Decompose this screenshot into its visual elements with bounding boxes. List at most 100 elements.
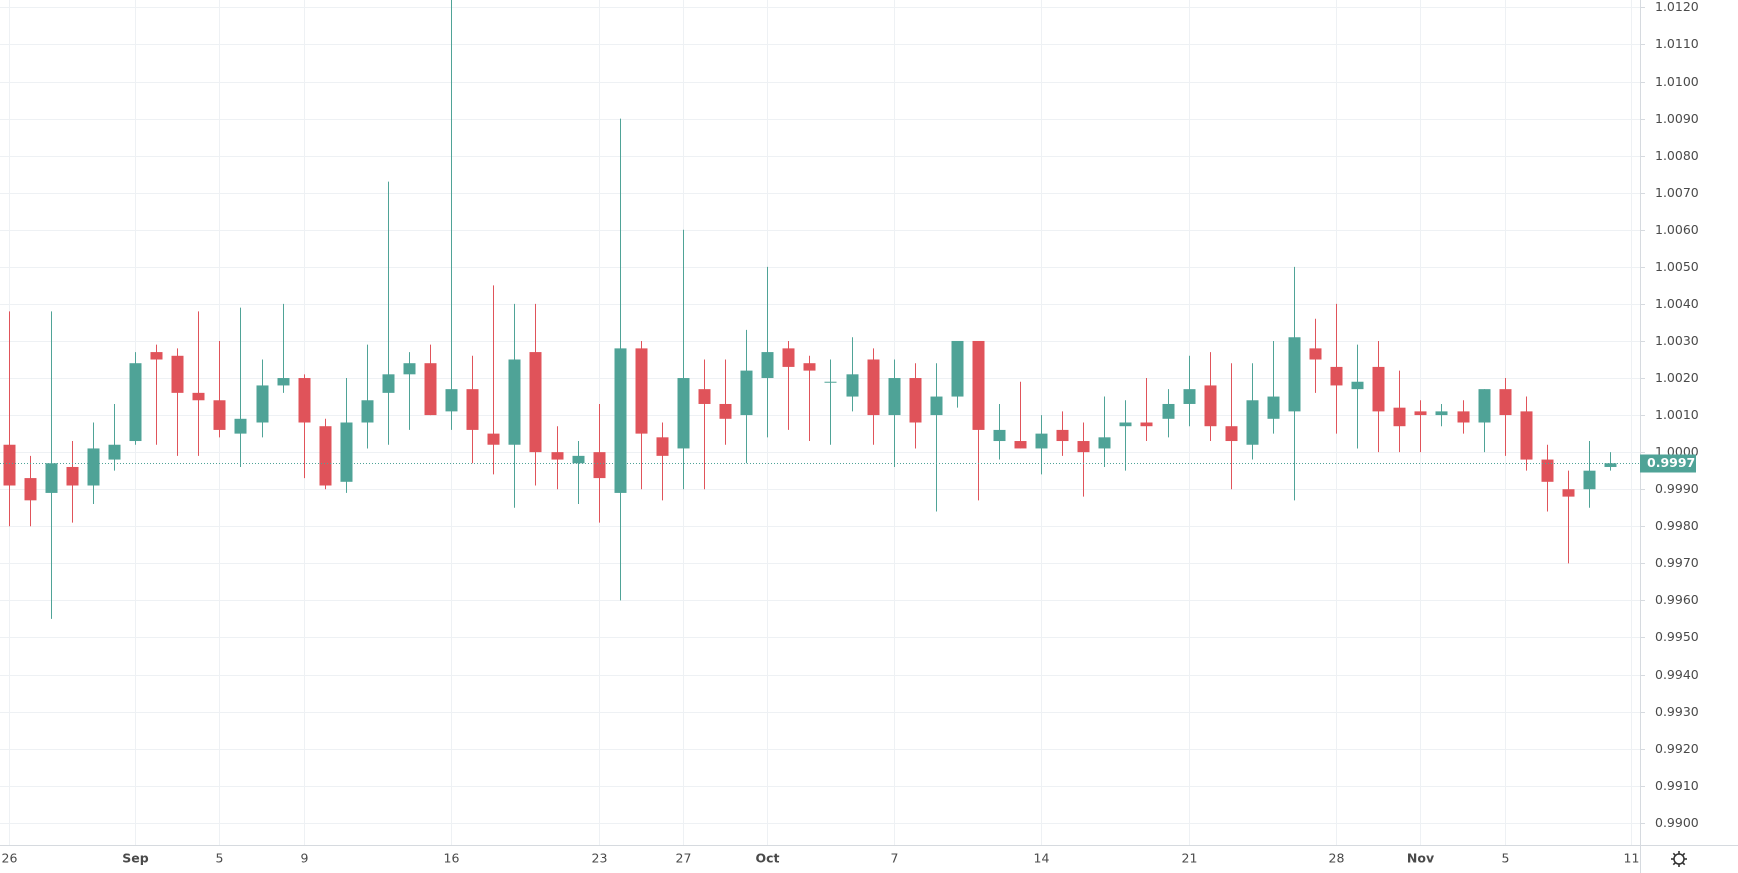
candle-body (298, 378, 311, 423)
y-tick-label: 1.0100 (1655, 74, 1699, 89)
candle-body (1541, 459, 1554, 482)
x-tick-label: 5 (216, 851, 224, 866)
x-tick-label: 23 (592, 851, 608, 866)
settings-button[interactable] (1671, 851, 1687, 867)
candle-body (171, 355, 184, 393)
y-tick-label: 0.9970 (1655, 555, 1699, 570)
candle-body (45, 463, 58, 493)
candle-body (951, 340, 964, 397)
y-tick-label: 0.9930 (1655, 704, 1699, 719)
x-tick-label: 27 (676, 851, 692, 866)
candle-body (635, 348, 648, 434)
candle-body (1288, 337, 1301, 412)
candle-body (424, 363, 437, 416)
candle-body (1457, 411, 1470, 423)
y-tick-label: 1.0080 (1655, 148, 1699, 163)
x-tick-label: 9 (301, 851, 309, 866)
candle-body (256, 385, 269, 423)
candle-body (1309, 348, 1322, 360)
candle-body (1499, 389, 1512, 416)
y-tick-label: 0.9900 (1655, 815, 1699, 830)
y-tick-label: 1.0030 (1655, 333, 1699, 348)
last-price-tag (1640, 454, 1696, 473)
candle-body (66, 466, 79, 486)
y-tick-label: 1.0050 (1655, 259, 1699, 274)
candle-body (698, 389, 711, 404)
time-axis: 26 Sep 5 9 16 23 27 Oct 7 14 21 28 Nov 5 11 (2, 851, 1640, 866)
y-tick-label: 0.9950 (1655, 629, 1699, 644)
candle-body (1077, 441, 1090, 453)
candle-body (382, 374, 395, 393)
candle-body (782, 348, 795, 367)
candle-body (930, 396, 943, 416)
candle-body (1414, 411, 1427, 416)
candle-body (1035, 433, 1048, 449)
y-tick-label: 1.0040 (1655, 296, 1699, 311)
x-tick-label: Oct (755, 851, 779, 866)
x-tick-label: 14 (1034, 851, 1050, 866)
x-tick-label: 28 (1329, 851, 1345, 866)
y-tick-label: 1.0010 (1655, 407, 1699, 422)
candle-body (824, 381, 837, 383)
candle-body (1183, 389, 1196, 404)
candle-body (24, 478, 37, 501)
candle-body (1098, 437, 1111, 449)
candle-body (551, 452, 564, 460)
candle-body (1478, 389, 1491, 423)
x-tick-label: 7 (891, 851, 899, 866)
gear-teeth (1671, 851, 1687, 867)
y-tick-label: 1.0120 (1655, 0, 1699, 14)
candle-body (129, 363, 142, 442)
candle-body (150, 352, 163, 360)
candle-body (361, 400, 374, 423)
candle-body (277, 378, 290, 386)
candle-body (108, 444, 121, 460)
y-tick-label: 0.9990 (1655, 481, 1699, 496)
candle-body (234, 418, 247, 434)
y-tick-label: 0.9980 (1655, 518, 1699, 533)
x-tick-label: 16 (444, 851, 460, 866)
candle-body (761, 352, 774, 379)
candle-body (508, 359, 521, 445)
candle-body (1604, 463, 1617, 467)
last-price-label: 0.9997 (1647, 455, 1695, 470)
candle-body (529, 352, 542, 453)
candle-body (1330, 366, 1343, 386)
y-tick-label: 0.9920 (1655, 741, 1699, 756)
candle-body (1351, 381, 1364, 390)
candle-body (993, 429, 1006, 442)
candle-body (1267, 396, 1280, 419)
candle-body (1372, 366, 1385, 412)
candles (3, 0, 1617, 619)
y-tick-label: 1.0090 (1655, 111, 1699, 126)
x-tick-label: 21 (1182, 851, 1198, 866)
candle-body (656, 437, 669, 456)
candle-body (846, 374, 859, 397)
candle-body (466, 389, 479, 430)
candle-body (1162, 403, 1175, 419)
y-tick-label: 0.9960 (1655, 592, 1699, 607)
y-tick-label: 1.0070 (1655, 185, 1699, 200)
candle-body (1393, 407, 1406, 427)
candle-body (213, 400, 226, 430)
candle-body (740, 370, 753, 416)
candle-body (1056, 429, 1069, 442)
candle-body (909, 378, 922, 423)
x-tick-label: Sep (122, 851, 148, 866)
candle-body (487, 433, 500, 445)
candle-body (1119, 422, 1132, 427)
candle-body (614, 348, 627, 493)
candle-body (572, 455, 585, 464)
x-tick-label: 26 (2, 851, 18, 866)
candle-body (677, 378, 690, 449)
candle-body (1520, 411, 1533, 460)
candle-body (1435, 411, 1448, 416)
y-tick-label: 0.9940 (1655, 667, 1699, 682)
y-tick-label: 0.9910 (1655, 778, 1699, 793)
candle-body (593, 452, 606, 479)
candle-body (87, 448, 100, 486)
gear-icon (1673, 853, 1685, 865)
candle-body (3, 444, 16, 486)
candle-body (1140, 422, 1153, 427)
